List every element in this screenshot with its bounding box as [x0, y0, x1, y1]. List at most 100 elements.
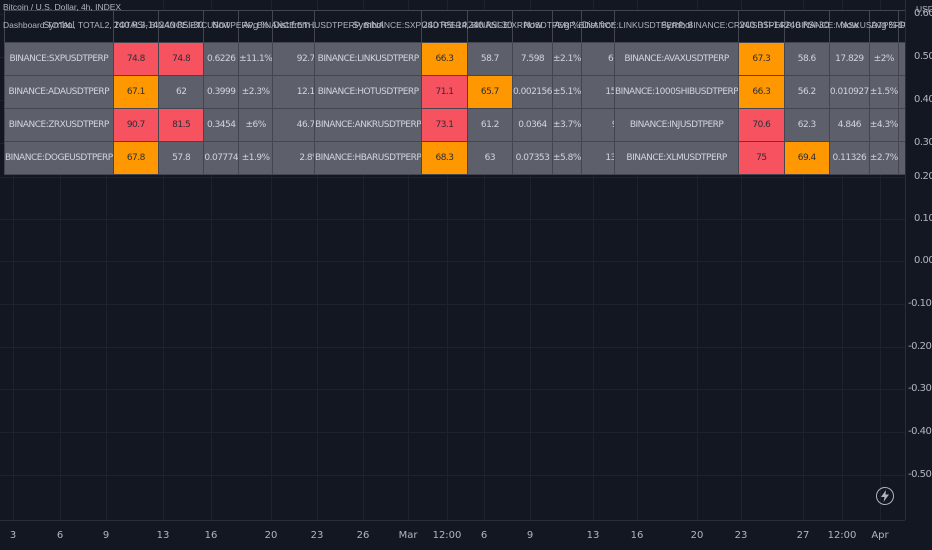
grid-line — [317, 0, 318, 520]
price-label: 0.30 — [914, 137, 932, 148]
time-label: 26 — [356, 530, 370, 541]
cell-avg: ±5.1% — [552, 75, 582, 109]
lightning-icon[interactable] — [876, 487, 894, 505]
cell-now: 0.0364 — [512, 108, 553, 142]
cell-rsi14: 71.1 — [421, 75, 468, 109]
price-label: 0.40 — [914, 94, 932, 105]
grid-line — [0, 304, 905, 305]
grid-line — [0, 177, 905, 178]
cell-rsi30: 61.2 — [466, 108, 514, 142]
grid-line — [447, 0, 448, 520]
time-label: Mar — [398, 530, 418, 541]
grid-line — [637, 0, 638, 520]
cell-avg: ±1.9% — [238, 141, 274, 175]
cell-rsi30: 58.6 — [783, 42, 830, 76]
time-axis[interactable]: 3 6 9 13 16 20 23 26 Mar 12:00 6 9 13 16… — [0, 520, 905, 550]
cell-now: 17.829 — [828, 42, 870, 76]
cell-avg: ±11.1% — [238, 42, 274, 76]
grid-line — [60, 0, 61, 520]
cell-rsi14: 90.7 — [112, 108, 160, 142]
grid-line — [271, 0, 272, 520]
cell-symbol: BINANCE:ANKRUSDTPERP — [313, 108, 423, 142]
table-row: BINANCE:INJUSDTPERP70.662.34.846±4.3%23%… — [613, 108, 905, 142]
cell-rsi30: 65.7 — [466, 75, 514, 109]
cell-rsi30: 81.5 — [158, 108, 205, 142]
time-label: 3 — [9, 530, 17, 541]
cell-rsi30: 69.4 — [783, 141, 830, 175]
cell-rsi14: 67.3 — [738, 42, 785, 76]
cell-rsi14: 67.8 — [112, 141, 160, 175]
cell-now: 0.010927 — [828, 75, 870, 109]
grid-line — [803, 0, 804, 520]
grid-line — [0, 389, 905, 390]
price-label: 0.00 — [914, 255, 932, 266]
cell-avg: ±6% — [238, 108, 274, 142]
cell-rsi30: 57.8 — [158, 141, 205, 175]
time-label: 12:00 — [827, 530, 857, 541]
grid-line — [13, 0, 14, 520]
header-rsi14: 240 RSI-14 — [112, 10, 160, 43]
header-rsi30: 240 RSI-30 — [783, 10, 830, 43]
cell-symbol: BINANCE:SXPUSDTPERP — [4, 42, 114, 76]
grid-line — [697, 0, 698, 520]
cell-avg: ±3.7% — [552, 108, 582, 142]
table-row: BINANCE:ADAUSDTPERP 67.1 62 0.3999 ±2.3% 12.1… — [4, 75, 375, 109]
table-row: BINANCE:XLMUSDTPERP7569.40.11326±2.7%23.… — [613, 141, 905, 175]
header-rsi30: 240 RSI-30 — [158, 10, 205, 43]
cell-symbol: BINANCE:LINKUSDTPERP — [313, 42, 423, 76]
header-avg: Avg % — [238, 10, 274, 43]
grid-line — [0, 432, 905, 433]
time-label: 13 — [586, 530, 600, 541]
cell-now: 0.3999 — [203, 75, 240, 109]
chart-pane[interactable]: Bitcoin / U.S. Dollar, 4h, INDEX Dashboa… — [0, 0, 905, 520]
cell-now: 0.07774 — [203, 141, 240, 175]
time-label: 9 — [102, 530, 110, 541]
table-row: BINANCE:1000SHIBUSDTPERP 66.3 56.2 0.010927… — [613, 75, 905, 109]
price-label: -0.50 — [908, 469, 932, 480]
cell-dist-ema: -0.7% — [897, 75, 905, 109]
cell-now: 0.002156 — [512, 75, 553, 109]
indicator-title[interactable]: Dashboard TOTAL, TOTAL2, TOTAL3, BINANCE… — [3, 20, 905, 30]
time-label: 12:00 — [432, 530, 462, 541]
time-label: 23 — [734, 530, 748, 541]
cell-now: 0.6226 — [203, 42, 240, 76]
grid-line — [0, 219, 905, 220]
time-label: 9 — [526, 530, 534, 541]
time-label: Apr — [871, 530, 889, 541]
cell-symbol: BINANCE:AVAXUSDTPERP — [613, 42, 740, 76]
grid-line — [0, 347, 905, 348]
table-row: BINANCE:AVAXUSDTPERP67.358.617.829±2%4.5… — [613, 42, 905, 76]
price-axis[interactable]: USD 0.60 0.50 0.40 0.30 0.20 0.10 0.00 -… — [905, 0, 932, 520]
cell-now: 4.846 — [828, 108, 870, 142]
cell-avg: ±2% — [868, 42, 899, 76]
header-now: Now — [828, 10, 870, 43]
cell-symbol: BINANCE:HOTUSDTPERP — [313, 75, 423, 109]
currency-label[interactable]: USD — [916, 4, 932, 14]
grid-line — [484, 0, 485, 520]
price-label: -0.30 — [908, 383, 932, 394]
cell-symbol: BINANCE:DOGEUSDTPERP — [4, 141, 114, 175]
grid-line — [106, 0, 107, 520]
time-label: 16 — [630, 530, 644, 541]
price-label: -0.40 — [908, 426, 932, 437]
time-label: 16 — [204, 530, 218, 541]
cell-rsi14: 74.8 — [112, 42, 160, 76]
grid-line — [530, 0, 531, 520]
price-label: 0.20 — [914, 171, 932, 182]
cell-dist-ema: 23.9% — [897, 141, 905, 175]
cell-avg: ±2.7% — [868, 141, 899, 175]
chart-legend[interactable]: Bitcoin / U.S. Dollar, 4h, INDEX Dashboa… — [3, 1, 905, 31]
cell-avg: ±4.3% — [868, 108, 899, 142]
grid-line — [880, 0, 881, 520]
price-label: 0.60 — [914, 8, 932, 19]
cell-avg: ±2.3% — [238, 75, 274, 109]
header-avg: Avg % — [868, 10, 899, 43]
cell-symbol: BINANCE:XLMUSDTPERP — [613, 141, 740, 175]
symbol-title[interactable]: Bitcoin / U.S. Dollar, 4h, INDEX — [3, 2, 122, 12]
grid-line — [408, 0, 409, 520]
header-rsi14: 240 RSI-14 — [738, 10, 785, 43]
cell-symbol: BINANCE:ADAUSDTPERP — [4, 75, 114, 109]
cell-now: 7.598 — [512, 42, 553, 76]
